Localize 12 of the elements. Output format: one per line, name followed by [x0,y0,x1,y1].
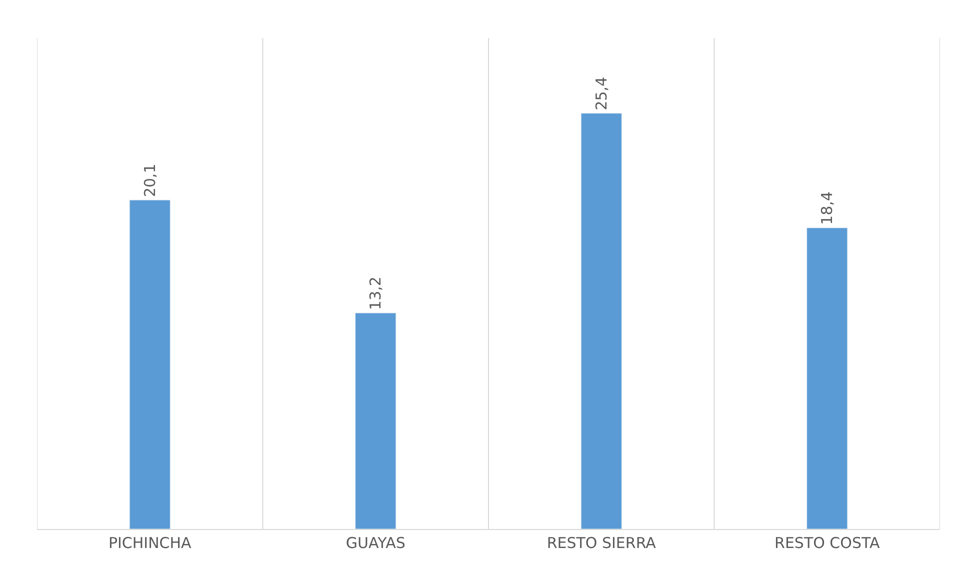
bar [806,228,848,529]
bar [129,200,170,529]
data-label: 20,1 [140,164,159,198]
bar [355,312,396,529]
x-tick-label: GUAYAS [346,534,406,552]
data-label: 25,4 [592,76,610,110]
data-label: 13,2 [366,276,385,310]
x-tick-label: RESTO COSTA [774,534,880,552]
data-label: 18,4 [818,191,836,225]
x-tick-label: RESTO SIERRA [546,534,657,552]
x-tick-label: PICHINCHA [108,534,192,552]
bar [580,113,622,529]
